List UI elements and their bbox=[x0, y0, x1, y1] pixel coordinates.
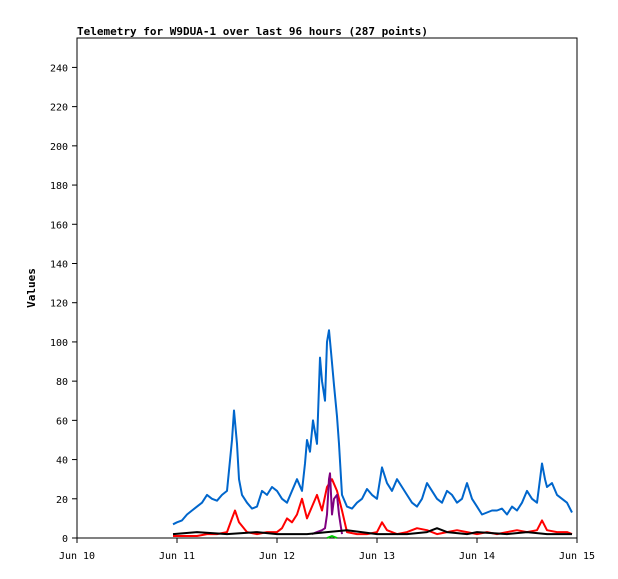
series-line-4 bbox=[326, 535, 338, 539]
y-tick-label: 160 bbox=[50, 220, 68, 231]
y-tick-label: 60 bbox=[56, 416, 68, 427]
series-lines bbox=[172, 329, 573, 539]
y-tick-label: 100 bbox=[50, 338, 68, 349]
y-tick-label: 20 bbox=[56, 495, 68, 506]
y-axis-label: Values bbox=[25, 268, 38, 308]
y-tick-label: 220 bbox=[50, 103, 68, 114]
chart-title: Telemetry for W9DUA-1 over last 96 hours… bbox=[77, 25, 428, 38]
y-tick-label: 80 bbox=[56, 377, 68, 388]
x-tick-label: Jun 14 bbox=[459, 551, 495, 562]
y-tick-label: 180 bbox=[50, 181, 68, 192]
x-tick-label: Jun 12 bbox=[259, 551, 295, 562]
y-tick-label: 0 bbox=[62, 534, 68, 545]
y-tick-label: 240 bbox=[50, 63, 68, 74]
x-tick-label: Jun 10 bbox=[59, 551, 95, 562]
x-tick-label: Jun 15 bbox=[559, 551, 595, 562]
x-axis: Jun 10 Jun 11 Jun 12 Jun 13 Jun 14 Jun 15 bbox=[59, 538, 595, 562]
y-tick-label: 120 bbox=[50, 299, 68, 310]
y-axis: 0 20 40 60 80 100 120 140 160 180 200 220 240 bbox=[50, 63, 77, 545]
series-line-5 bbox=[172, 527, 572, 536]
x-tick-label: Jun 11 bbox=[159, 551, 195, 562]
y-tick-label: 200 bbox=[50, 142, 68, 153]
plot-area-frame bbox=[76, 37, 578, 539]
series-line-3 bbox=[311, 472, 343, 536]
y-tick-label: 140 bbox=[50, 259, 68, 270]
series-line-1 bbox=[172, 329, 573, 526]
x-tick-label: Jun 13 bbox=[359, 551, 395, 562]
y-tick-label: 40 bbox=[56, 456, 68, 467]
